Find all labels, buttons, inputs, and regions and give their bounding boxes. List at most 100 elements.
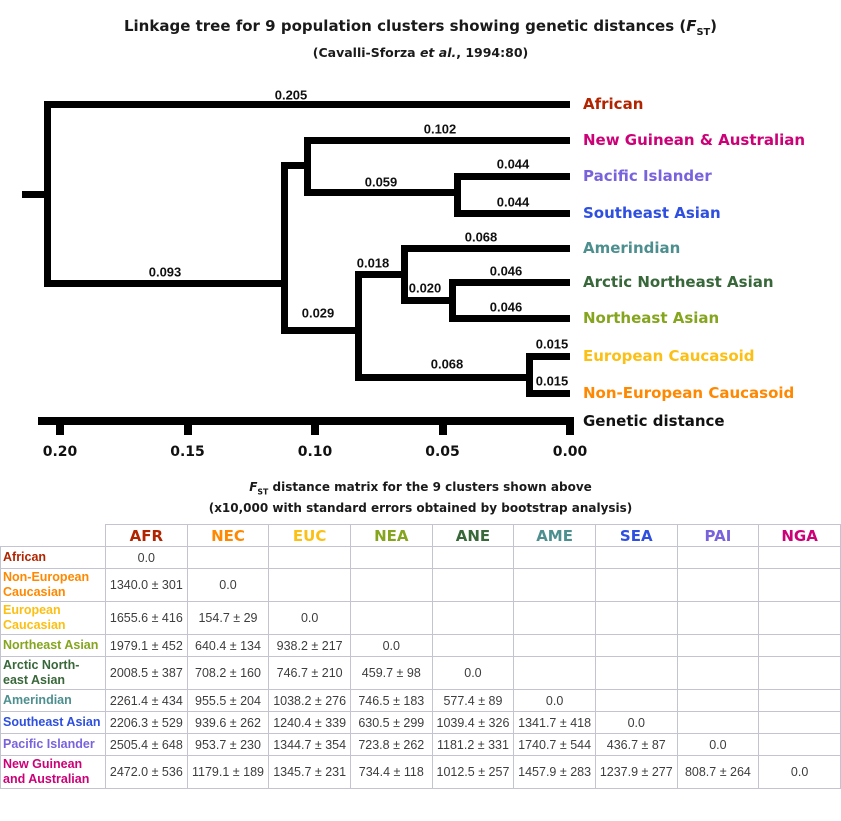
matrix-cell: 708.2 ± 160 <box>186 656 270 690</box>
matrix-cell <box>513 568 596 602</box>
tree-branch-segment <box>452 314 570 322</box>
branch-length-label: 0.029 <box>301 305 335 321</box>
matrix-cell: 154.7 ± 29 <box>186 601 270 635</box>
matrix-cell <box>594 568 678 602</box>
matrix-cell <box>676 656 760 690</box>
matrix-cell: 1457.9 ± 283 <box>513 755 596 789</box>
matrix-row-label: Pacific Islander <box>0 733 106 756</box>
matrix-cell: 1345.7 ± 231 <box>268 755 351 789</box>
matrix-subtitle-line1: FST distance matrix for the 9 clusters s… <box>0 479 841 500</box>
branch-length-label: 0.015 <box>535 336 569 352</box>
matrix-cell: 1240.4 ± 339 <box>268 711 351 734</box>
matrix-cell <box>186 546 270 569</box>
leaf-label: Pacific Islander <box>583 167 712 185</box>
matrix-cell: 955.5 ± 204 <box>186 689 270 712</box>
tree-branch-segment <box>307 136 570 144</box>
matrix-row: Southeast Asian 2206.3 ± 529 939.6 ± 262 12… <box>0 711 841 734</box>
tree-branch-segment <box>47 279 285 287</box>
matrix-subtitle-text: distance matrix for the 9 clusters shown… <box>268 480 592 494</box>
matrix-row-label: Northeast Asian <box>0 634 106 657</box>
matrix-cell: 0.0 <box>758 755 841 789</box>
matrix-cell: 0.0 <box>349 634 433 657</box>
leaf-label: European Caucasoid <box>583 347 755 365</box>
matrix-cell: 1181.2 ± 331 <box>431 733 515 756</box>
matrix-cell: 0.0 <box>186 568 270 602</box>
matrix-cell <box>676 711 760 734</box>
matrix-cell <box>758 656 841 690</box>
matrix-cell: 2505.4 ± 648 <box>105 733 188 756</box>
matrix-cell: 939.6 ± 262 <box>186 711 270 734</box>
matrix-cell: 1341.7 ± 418 <box>513 711 596 734</box>
axis-title: Genetic distance <box>583 412 725 430</box>
matrix-cell <box>676 601 760 635</box>
leaf-label: Non-European Caucasoid <box>583 384 795 402</box>
figure-title: Linkage tree for 9 population clusters s… <box>0 17 841 38</box>
matrix-cell: 2472.0 ± 536 <box>105 755 188 789</box>
tree-node-segment <box>449 278 457 322</box>
matrix-cell: 0.0 <box>676 733 760 756</box>
matrix-cell <box>758 601 841 635</box>
tree-node-segment <box>525 352 533 397</box>
axis-bar <box>38 417 575 425</box>
matrix-cell: 723.8 ± 262 <box>349 733 433 756</box>
matrix-cell: 2261.4 ± 434 <box>105 689 188 712</box>
matrix-cell: 1740.7 ± 544 <box>513 733 596 756</box>
axis-tick-label: 0.00 <box>552 444 588 460</box>
matrix-cell <box>594 656 678 690</box>
branch-length-label: 0.015 <box>535 373 569 389</box>
matrix-cell: 746.5 ± 183 <box>349 689 433 712</box>
matrix-cell: 0.0 <box>268 601 351 635</box>
matrix-cell <box>349 546 433 569</box>
matrix-col-header: AFR <box>105 524 188 547</box>
matrix-body: African 0.0 Non-European Caucasian 1340.0 ±… <box>0 546 841 789</box>
matrix-row: Non-European Caucasian 1340.0 ± 301 0.0 <box>0 568 841 602</box>
matrix-cell: 2206.3 ± 529 <box>105 711 188 734</box>
matrix-corner-cell <box>1 525 106 547</box>
matrix-cell <box>758 546 841 569</box>
branch-length-label: 0.205 <box>274 87 308 103</box>
matrix-col-header: NEA <box>349 524 433 547</box>
fst-symbol: F <box>686 17 697 35</box>
matrix-cell <box>676 634 760 657</box>
matrix-col-header: AME <box>513 524 596 547</box>
matrix-row-label: Arctic North-east Asian <box>0 656 106 690</box>
matrix-cell <box>594 601 678 635</box>
tree-branch-segment <box>358 373 530 381</box>
matrix-col-header: NEC <box>186 524 270 547</box>
matrix-col-header: EUC <box>268 524 351 547</box>
axis-tick-label: 0.10 <box>297 444 333 460</box>
matrix-cell: 746.7 ± 210 <box>268 656 351 690</box>
leaf-label: New Guinean & Australian <box>583 131 806 149</box>
axis-tick <box>56 417 64 435</box>
tree-branch-segment <box>21 190 48 198</box>
matrix-cell <box>349 568 433 602</box>
matrix-col-header: PAI <box>676 524 760 547</box>
matrix-cell: 938.2 ± 217 <box>268 634 351 657</box>
matrix-cell: 734.4 ± 118 <box>349 755 433 789</box>
matrix-header-row: AFR NEC EUC NEA ANE AME SEA PAI NGA <box>1 524 841 547</box>
matrix-cell <box>431 568 515 602</box>
matrix-cell: 630.5 ± 299 <box>349 711 433 734</box>
tree-node-segment <box>43 100 51 287</box>
branch-length-label: 0.044 <box>496 156 530 172</box>
axis-tick-label: 0.05 <box>425 444 460 460</box>
axis-tick-label: 0.20 <box>42 444 78 460</box>
tree-node-segment <box>303 136 311 196</box>
matrix-cell: 459.7 ± 98 <box>349 656 433 690</box>
matrix-cell <box>513 546 596 569</box>
leaf-label: Northeast Asian <box>583 309 720 327</box>
matrix-cell <box>676 546 760 569</box>
matrix-cell <box>758 568 841 602</box>
matrix-subtitle: FST distance matrix for the 9 clusters s… <box>0 479 841 517</box>
matrix-col-header: NGA <box>758 524 841 547</box>
leaf-label: Amerindian <box>583 239 681 257</box>
branch-length-label: 0.068 <box>430 356 464 372</box>
matrix-cell <box>594 689 678 712</box>
citation-pre: (Cavalli-Sforza <box>312 45 420 60</box>
matrix-row: New Guinean and Australian 2472.0 ± 536 11… <box>0 755 841 789</box>
tree-branch-segment <box>284 161 308 169</box>
matrix-cell: 953.7 ± 230 <box>186 733 270 756</box>
matrix-cell <box>758 634 841 657</box>
tree-branch-segment <box>452 278 570 286</box>
matrix-row-label: African <box>0 546 106 569</box>
